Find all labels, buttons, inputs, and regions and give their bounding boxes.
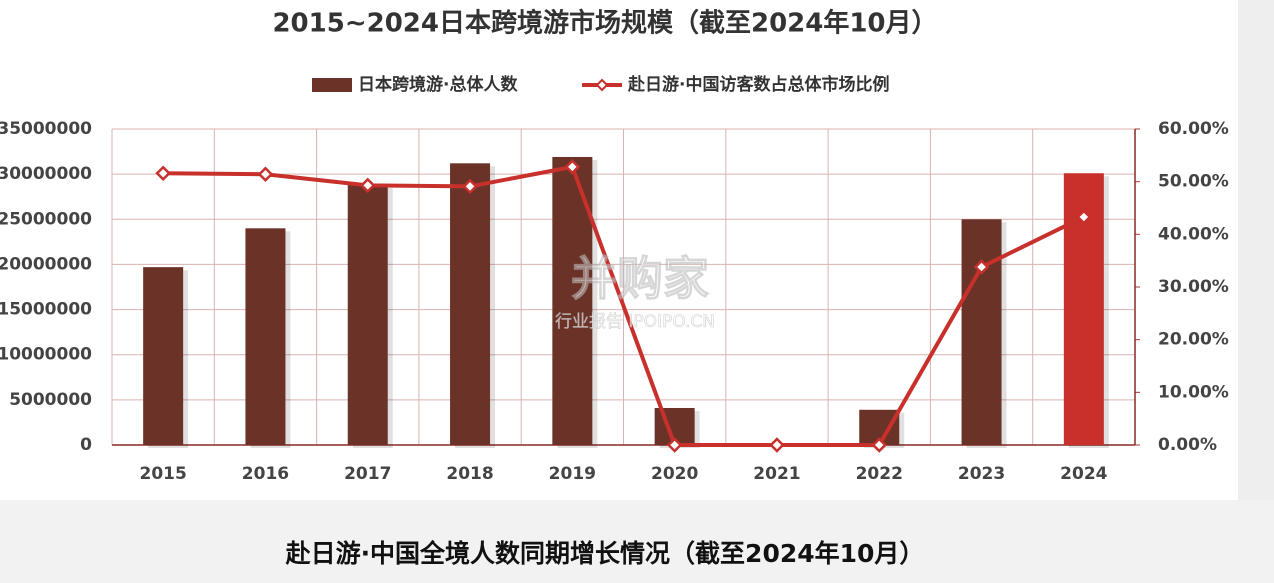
x-tick-label: 2018: [446, 464, 493, 484]
side-panel: [1238, 0, 1274, 583]
x-tick-label: 2021: [753, 464, 800, 484]
watermark-caption: 行业报告 IPOIPO.CN: [555, 312, 715, 332]
line-marker: [462, 178, 478, 195]
y-tick-label: 20000000: [0, 254, 92, 274]
line-marker: [973, 259, 990, 275]
line-marker: [666, 437, 683, 453]
y2-tick-label: 50.00%: [1158, 172, 1229, 192]
y2-tick-label: 40.00%: [1158, 224, 1229, 244]
line-marker: [1076, 209, 1092, 225]
x-tick-label: 2016: [242, 464, 289, 484]
y2-tick-label: 20.00%: [1158, 330, 1229, 350]
y-tick-label: 30000000: [0, 164, 92, 184]
chart-title: 2015~2024日本跨境游市场规模（截至2024年10月）: [272, 8, 937, 39]
y-tick-label: 35000000: [0, 119, 92, 139]
watermark-brand: 并购家: [571, 252, 709, 306]
y-tick-label: 5000000: [9, 390, 92, 410]
line-marker: [155, 165, 171, 182]
x-tick-label: 2020: [651, 464, 698, 484]
x-tick-label: 2022: [856, 464, 903, 484]
legend-label: 赴日游·中国访客数占总体市场比例: [627, 74, 889, 95]
bar: [143, 267, 184, 445]
line-marker: [871, 437, 888, 453]
y-tick-label: 10000000: [0, 345, 92, 365]
bar: [961, 219, 1002, 445]
line-marker: [359, 177, 376, 194]
y-tick-label: 0: [80, 435, 92, 455]
y2-tick-label: 60.00%: [1158, 119, 1229, 139]
x-tick-label: 2017: [344, 464, 391, 484]
line-marker: [257, 166, 274, 183]
bar: [450, 163, 491, 445]
line-marker: [564, 159, 581, 175]
next-title: 赴日游·中国全境人数同期增长情况（截至2024年10月）: [285, 539, 925, 568]
y2-tick-label: 0.00%: [1158, 435, 1217, 455]
bar: [245, 228, 286, 445]
bar: [347, 184, 388, 445]
y2-tick-label: 10.00%: [1158, 382, 1229, 402]
x-tick-label: 2023: [958, 464, 1005, 484]
bottom-panel: [0, 500, 1274, 583]
x-tick-label: 2015: [139, 464, 186, 484]
y-tick-label: 25000000: [0, 209, 92, 229]
x-tick-label: 2019: [549, 464, 596, 484]
y-tick-label: 15000000: [0, 300, 92, 320]
line: [163, 164, 1085, 447]
y2-tick-label: 30.00%: [1158, 277, 1229, 297]
legend-swatch: [312, 78, 352, 92]
legend-label: 日本跨境游·总体人数: [358, 74, 518, 95]
x-tick-label: 2024: [1060, 464, 1107, 484]
line-marker: [769, 437, 785, 453]
legend-marker: [595, 78, 609, 92]
